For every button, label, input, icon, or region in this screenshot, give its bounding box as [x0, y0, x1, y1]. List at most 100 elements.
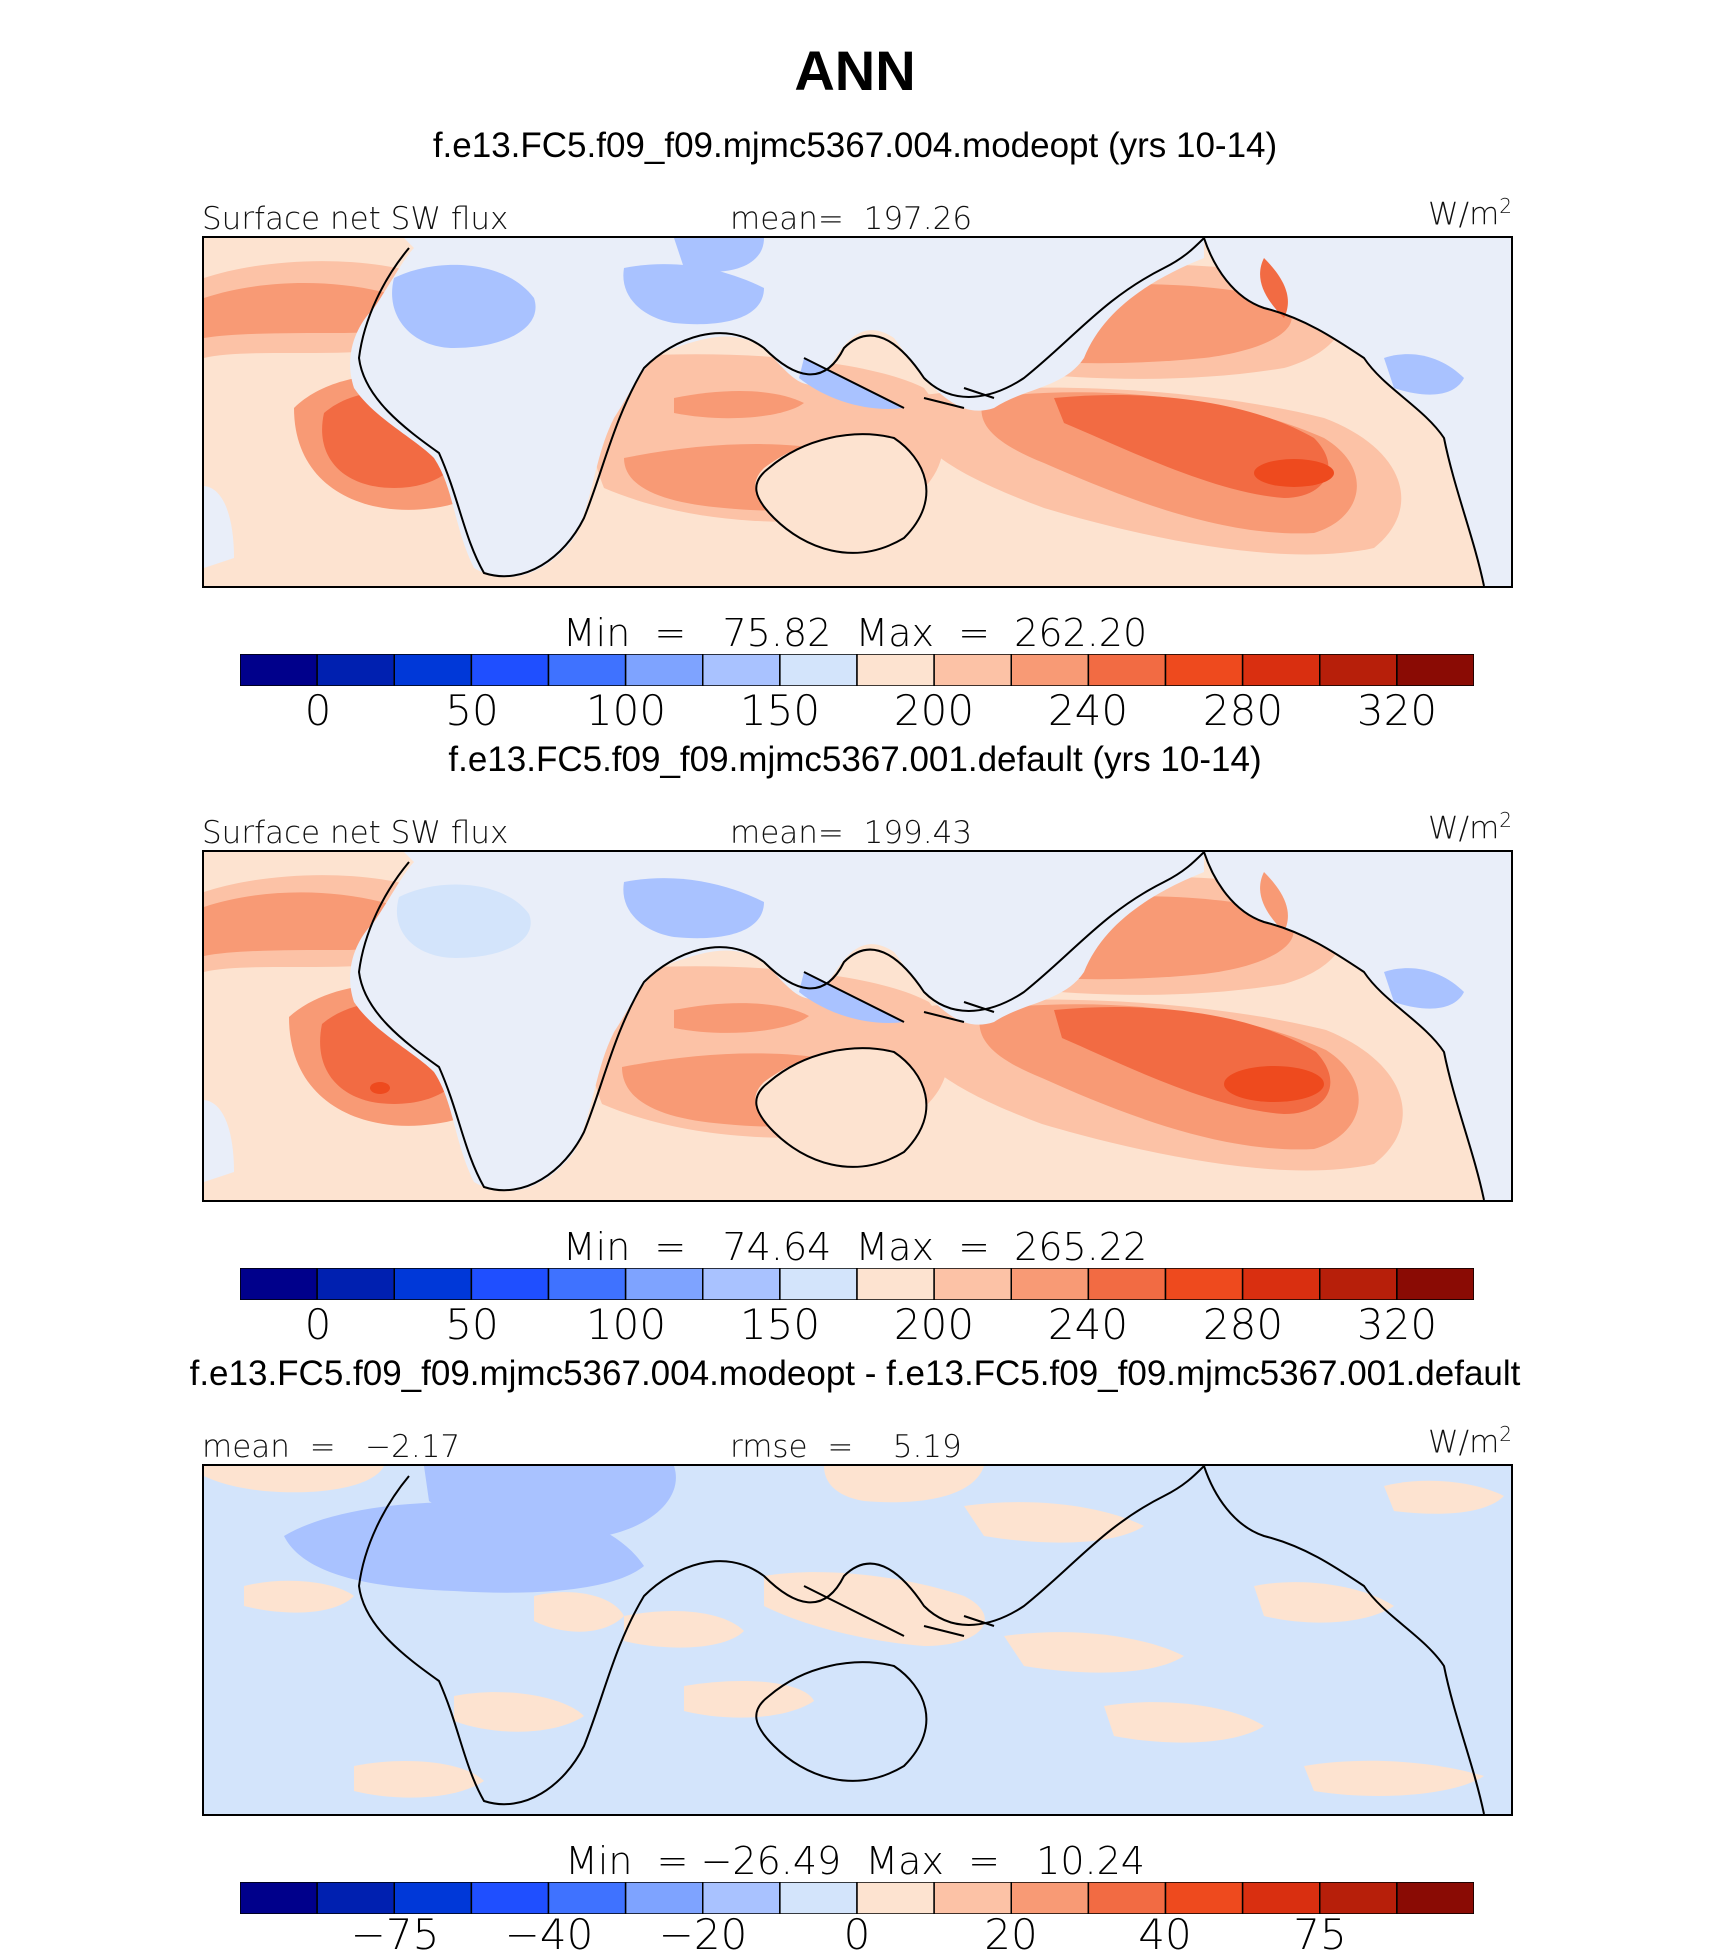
panel-3-field-pos-s-pac-3: [1304, 1760, 1484, 1796]
panel-2-coastline-australia: [755, 1047, 928, 1168]
panel-2-colorbar-box: [624, 1268, 704, 1300]
panel-2-colorbar-box: [1319, 1268, 1398, 1300]
panel-3-subtitle: f.e13.FC5.f09_f09.mjmc5367.004.modeopt -…: [189, 1354, 1521, 1393]
panel-2-minmax: Min = 74.64 Max = 265.22: [562, 1225, 1148, 1269]
panel-3-field-pos-n-indian: [824, 1466, 984, 1503]
panel-1-field-n-atlantic-core: [204, 283, 411, 338]
panel-2-tick: 0: [304, 1300, 332, 1349]
panel-3-minmax: Min = −26.49 Max = 10.24: [565, 1839, 1145, 1883]
panel-1-colorbar-box: [624, 654, 704, 686]
panel-1-colorbar-box: [547, 654, 627, 686]
figure-title: ANN: [794, 39, 916, 102]
panel-3-colorbar-box: [624, 1882, 704, 1914]
panel-3-tick: 40: [1138, 1910, 1192, 1959]
panel-3-field-pos-africa: [534, 1592, 624, 1632]
panel-1-colorbar-box: [240, 654, 318, 686]
panel-1-land-s-america: [204, 486, 234, 568]
panel-3-tick: −40: [504, 1910, 594, 1959]
panel-3-tick: −75: [350, 1910, 440, 1959]
panel-2-land-mexico: [1260, 872, 1288, 932]
panel-3-colorbar-box: [1010, 1882, 1090, 1914]
panel-2-land-panama: [1384, 968, 1464, 1009]
panel-2-units-label: W/m2: [1428, 808, 1513, 847]
panel-1-map: [202, 236, 1513, 588]
panel-3-field-pos-e-pac: [1254, 1582, 1394, 1623]
panel-1-land-africa-eurasia: [350, 238, 1204, 578]
panel-3-field-pos-caribbean: [1384, 1480, 1504, 1514]
panel-3-colorbar-box: [547, 1882, 627, 1914]
panel-1-tick: 200: [893, 686, 975, 735]
panel-1-colorbar-box: [1087, 654, 1167, 686]
panel-3-colorbar-box: [316, 1882, 396, 1914]
panel-2-variable-label: Surface net SW flux: [202, 815, 509, 851]
panel-2-land-australia: [755, 1048, 927, 1167]
panel-1-coastline-australia: [755, 433, 928, 554]
panel-1-mean-label: mean= 197.26: [730, 201, 973, 237]
panel-2-colorbar-box: [547, 1268, 627, 1300]
panel-2-colorbar-box: [470, 1268, 550, 1300]
panel-3-mean-label: mean = −2.17: [202, 1429, 461, 1465]
panel-1-land-mideast: [674, 238, 764, 272]
panel-2-tick: 50: [445, 1300, 499, 1349]
panel-2-coastline-old-world: [357, 852, 1205, 1192]
panel-1-tick: 0: [304, 686, 332, 735]
panel-2-colorbar-box: [933, 1268, 1013, 1300]
panel-1-coastline-islands: [803, 357, 995, 409]
panel-2-colorbar-box: [1396, 1268, 1474, 1300]
panel-3-units-label: W/m2: [1428, 1422, 1513, 1461]
panel-1-tick: 150: [739, 686, 821, 735]
panel-3-field-pos-indian-w: [624, 1611, 744, 1648]
panel-1-colorbar: [240, 654, 1474, 686]
panel-2-colorbar-box: [393, 1268, 473, 1300]
panel-1-colorbar-box: [1164, 654, 1244, 686]
panel-1-coastline-old-world: [357, 238, 1205, 578]
panel-3-field-pos-s-pac-2: [1104, 1702, 1264, 1743]
panel-3-colorbar-box: [393, 1882, 473, 1914]
panel-2-tick: 320: [1356, 1300, 1438, 1349]
panel-1-coastline-americas: [1203, 238, 1485, 586]
panel-3-coastline-islands: [803, 1585, 995, 1637]
panel-2-land-s-america: [204, 1100, 234, 1182]
panel-2-land-sahara: [396, 884, 531, 958]
panel-3-field-pos-s-pac-1: [1004, 1632, 1184, 1673]
panel-1-colorbar-box: [933, 654, 1013, 686]
panel-1-tick: 240: [1047, 686, 1129, 735]
panel-1-colorbar-box: [470, 654, 550, 686]
panel-2-colorbar-box: [1241, 1268, 1321, 1300]
panel-1-colorbar-box: [779, 654, 858, 686]
panel-1-colorbar-ticks: 0 50 100 150 200 240 280 320: [0, 690, 1710, 734]
panel-2-land-arabia: [623, 878, 764, 939]
panel-2-colorbar-box: [856, 1268, 935, 1300]
panel-1-field-s-pacific-max: [1254, 459, 1334, 487]
panel-2-colorbar-ticks: 0 50 100 150 200 240 280 320: [0, 1304, 1710, 1348]
panel-2-colorbar-box: [779, 1268, 858, 1300]
panel-2-colorbar-box: [1010, 1268, 1090, 1300]
panel-3-tick: 0: [843, 1910, 871, 1959]
panel-3-field-pos-n-atl: [204, 1466, 384, 1493]
panel-1-colorbar-box: [1241, 654, 1321, 686]
panel-2-tick: 100: [585, 1300, 667, 1349]
panel-1-colorbar-box: [393, 654, 473, 686]
panel-1-minmax: Min = 75.82 Max = 262.20: [562, 611, 1148, 655]
panel-3-coastline-australia: [755, 1661, 928, 1782]
panel-2-tick: 280: [1202, 1300, 1284, 1349]
panel-2-colorbar-box: [1164, 1268, 1244, 1300]
panel-1-land-arabia: [623, 264, 764, 325]
panel-1-land-sahara: [392, 264, 536, 348]
panel-3-colorbar-ticks: −75 −40 −20 0 20 40 75: [0, 1914, 1710, 1958]
panel-2-colorbar-box: [1087, 1268, 1167, 1300]
panel-1-tick: 320: [1356, 686, 1438, 735]
panel-1-land-australia: [755, 434, 927, 553]
panel-1-tick: 50: [445, 686, 499, 735]
panel-2-tick: 200: [893, 1300, 975, 1349]
panel-2-tick: 240: [1047, 1300, 1129, 1349]
panel-3-field-pos-indian-s: [684, 1681, 814, 1718]
panel-3-coastline-americas: [1203, 1466, 1485, 1814]
panel-1-subtitle: f.e13.FC5.f09_f09.mjmc5367.004.modeopt (…: [432, 126, 1278, 165]
panel-3-field-pos-s-atl-2: [354, 1761, 484, 1798]
panel-3-colorbar-box: [856, 1882, 935, 1914]
panel-2-map: [202, 850, 1513, 1202]
panel-2-field-arabian: [674, 1003, 809, 1033]
panel-1-units-label: W/m2: [1428, 194, 1513, 233]
panel-2-land-americas: [1204, 852, 1511, 1200]
